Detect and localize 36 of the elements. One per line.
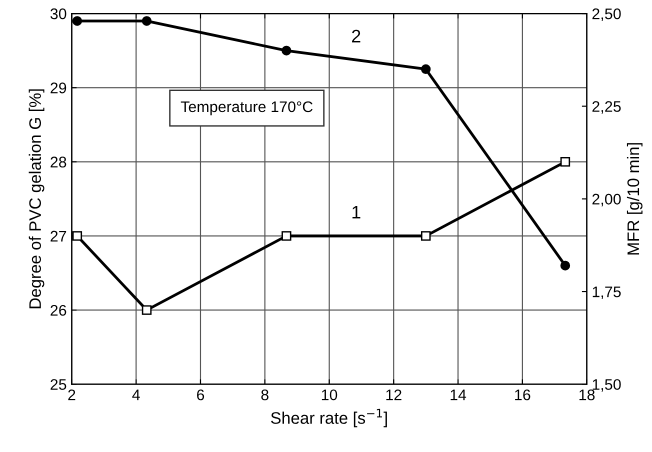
x-tick-label: 4	[132, 390, 140, 400]
x-tick-label: 6	[197, 389, 204, 400]
x-tick-label: 16	[515, 389, 530, 400]
x-tick-label: 12	[386, 389, 402, 400]
point	[560, 260, 570, 270]
x-axis-title: Shear rate [s$^{−1}$]	[271, 408, 387, 428]
point	[282, 46, 292, 56]
y2-tick-label: 1,75	[592, 286, 621, 300]
x-tick-label: 8	[261, 389, 268, 400]
y2-tick-label: 2,00	[592, 194, 621, 206]
point	[72, 16, 82, 26]
y-tick-label: 30	[50, 8, 66, 20]
point	[420, 64, 431, 74]
x-tick-label: 18	[579, 389, 595, 400]
y2-tick-label: 1,50	[592, 379, 621, 392]
point	[142, 305, 152, 315]
point	[420, 231, 431, 241]
point	[560, 156, 570, 167]
y-tick-label: 26	[50, 304, 66, 316]
x-tick-label: 14	[450, 390, 466, 400]
y-tick-label: 28	[50, 156, 66, 168]
series-label: 2	[352, 30, 360, 42]
point	[282, 231, 292, 241]
point	[142, 16, 152, 26]
y2-tick-label: 2,50	[592, 8, 621, 22]
series-label: 1	[352, 206, 360, 218]
y2-axis-title: MFR [g/10 min]	[626, 143, 642, 254]
y-tick-label: 29	[50, 82, 66, 94]
annotation: Temperature 170°C	[180, 101, 313, 116]
x-tick-label: 2	[68, 389, 76, 400]
y-tick-label: 27	[50, 230, 66, 242]
y2-tick-label: 2,25	[592, 101, 621, 114]
y-tick-label: 25	[50, 379, 66, 390]
x-tick-label: 10	[322, 389, 338, 400]
point	[72, 231, 82, 241]
y-axis-title: Degree of PVC gelation G [%]	[28, 89, 44, 308]
